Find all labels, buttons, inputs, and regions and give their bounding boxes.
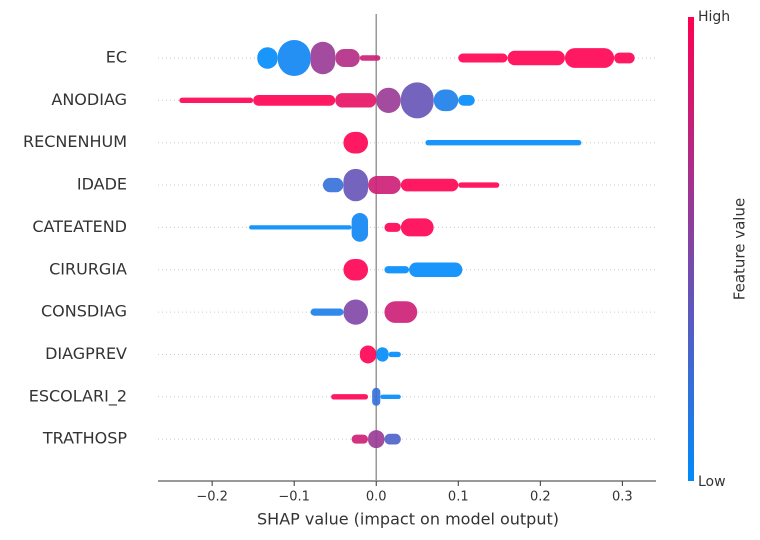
swarm-segment: [388, 351, 401, 358]
swarm-segment: [409, 262, 463, 277]
feature-label: CATEATEND: [32, 217, 127, 236]
swarm-segment: [376, 87, 401, 113]
swarm-segment: [179, 97, 254, 104]
x-axis-label: SHAP value (impact on model output): [257, 510, 559, 529]
x-tick-label: 0.3: [612, 490, 633, 505]
colorbar-high: High: [698, 9, 730, 25]
swarm-segment: [458, 182, 500, 188]
swarm-segment: [368, 430, 385, 449]
swarm-segment: [335, 49, 360, 67]
swarm-segment: [343, 168, 369, 202]
swarm-segment: [384, 266, 410, 274]
swarm-segment: [425, 140, 582, 146]
swarm-segment: [372, 387, 381, 406]
swarm-segment: [351, 434, 369, 444]
swarm-segment: [335, 93, 377, 108]
feature-label: CONSDIAG: [41, 302, 127, 321]
swarm-segment: [384, 433, 401, 445]
swarm-segment: [257, 47, 278, 69]
swarm-segment: [310, 308, 344, 316]
swarm-segment: [376, 347, 389, 362]
swarm-segment: [253, 94, 336, 106]
swarm-segment: [351, 213, 369, 242]
feature-label: TRATHOSP: [42, 429, 128, 448]
swarm-segment: [331, 394, 369, 400]
swarm-segment: [277, 40, 311, 76]
feature-label: CIRURGIA: [49, 259, 127, 278]
x-tick-label: 0.0: [366, 490, 387, 505]
feature-label: ANODIAG: [51, 90, 127, 109]
swarm-segment: [359, 345, 377, 364]
x-tick-label: −0.1: [278, 490, 310, 505]
feature-label: DIAGPREV: [45, 344, 127, 363]
swarm-segment: [343, 258, 369, 281]
swarm-segment: [343, 131, 369, 154]
x-tick-label: 0.1: [448, 490, 469, 505]
feature-label: ESCOLARI_2: [29, 386, 127, 406]
swarm-segment: [400, 218, 434, 237]
swarm-segment: [433, 89, 459, 112]
swarm-segment: [458, 53, 508, 63]
colorbar: [688, 17, 694, 481]
colorbar-label: Feature value: [731, 198, 749, 300]
swarm-segment: [343, 299, 369, 325]
x-tick-label: 0.2: [530, 490, 551, 505]
swarm-segment: [400, 82, 434, 119]
swarm-segment: [384, 222, 401, 232]
swarm-segment: [384, 301, 418, 323]
x-tick-label: −0.2: [196, 490, 228, 505]
colorbar-low: Low: [698, 474, 726, 490]
feature-label: RECNENHUM: [23, 132, 127, 151]
swarm-segment: [400, 178, 459, 192]
swarm-segment: [310, 41, 336, 75]
swarm-segment: [507, 50, 565, 66]
swarm-segment: [458, 94, 475, 106]
swarm-segment: [564, 48, 615, 68]
swarm-segment: [614, 52, 635, 64]
swarm-segment: [368, 176, 401, 195]
swarm-segment: [359, 55, 381, 61]
swarm-segment: [249, 225, 352, 230]
swarm-segment: [322, 177, 344, 193]
feature-label: IDADE: [77, 175, 127, 194]
swarm-segment: [380, 394, 401, 399]
feature-label: EC: [106, 48, 127, 67]
